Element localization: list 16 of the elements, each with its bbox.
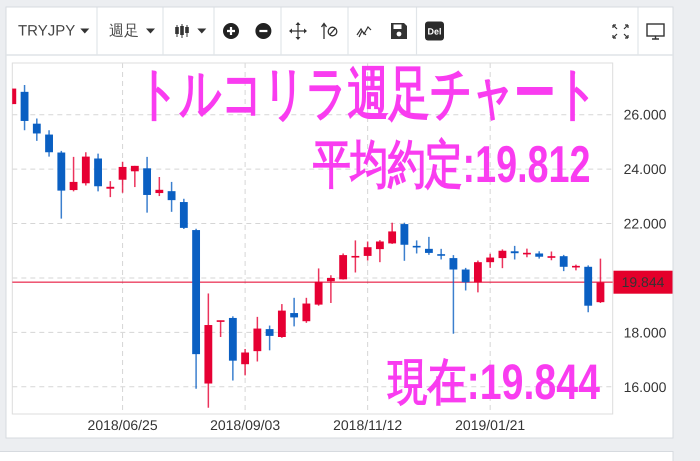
text: TRYJPY bbox=[18, 22, 76, 40]
x-tick-label: 2018/09/03 bbox=[210, 417, 280, 433]
ref-line-label: 19.844 bbox=[622, 274, 665, 290]
x-tick-label: 2019/01/21 bbox=[455, 417, 526, 433]
x-tick-label: 2018/06/25 bbox=[88, 417, 158, 433]
y-tick-label: 18.000 bbox=[624, 324, 667, 340]
annotation: 平均約定:19.812 bbox=[312, 135, 591, 194]
chart-title: トルコリラ週足チャート bbox=[137, 60, 598, 126]
y-tick-label: 16.000 bbox=[624, 378, 667, 395]
y-tick-label: 22.000 bbox=[624, 216, 667, 232]
x-tick-label: 2018/11/12 bbox=[333, 417, 402, 433]
text: 週足 bbox=[109, 22, 139, 40]
y-tick-label: 24.000 bbox=[624, 161, 667, 178]
annotation: 現在:19.844 bbox=[386, 353, 600, 410]
y-tick-label: 26.000 bbox=[624, 106, 667, 123]
text: Del bbox=[427, 26, 442, 36]
